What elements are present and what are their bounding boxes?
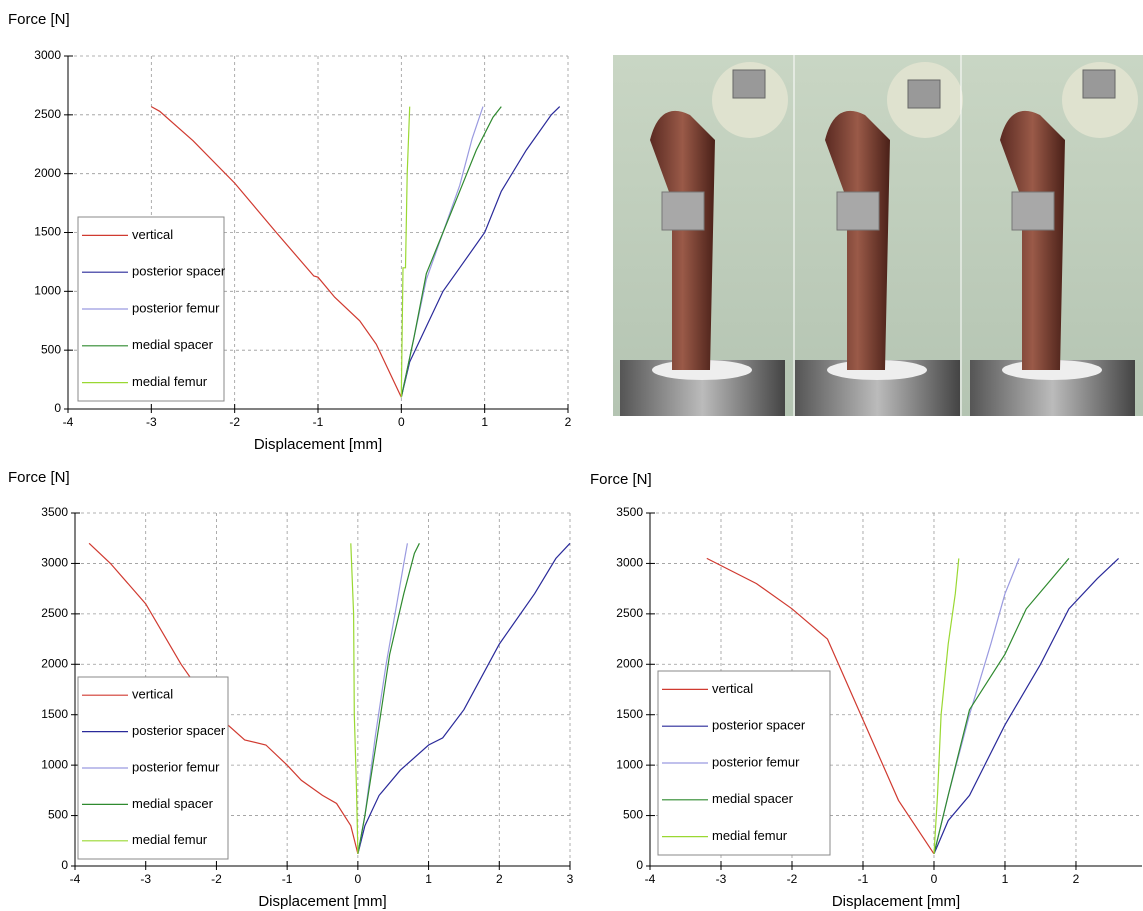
x-axis-label: Displacement [mm] (254, 436, 382, 453)
legend-label: vertical (132, 227, 173, 242)
x-tick-label: 1 (1002, 872, 1009, 886)
y-tick-label: 2500 (41, 606, 68, 620)
y-tick-label: 2000 (616, 656, 643, 670)
legend-label: medial femur (132, 374, 208, 389)
y-tick-label: 3500 (616, 505, 643, 519)
x-tick-label: -3 (146, 415, 157, 429)
y-tick-label: 0 (54, 401, 61, 415)
x-tick-label: -4 (645, 872, 656, 886)
figure: -4-3-2-1012050010001500200025003000Force… (0, 0, 1143, 911)
legend-label: vertical (132, 687, 173, 702)
x-tick-label: -2 (229, 415, 240, 429)
y-tick-label: 500 (48, 808, 68, 822)
data-line (934, 558, 1019, 854)
x-tick-label: -2 (787, 872, 798, 886)
x-tick-label: -1 (858, 872, 869, 886)
legend-label: posterior spacer (712, 718, 806, 733)
data-line (401, 107, 559, 398)
x-tick-label: 3 (567, 872, 574, 886)
x-tick-label: -1 (282, 872, 293, 886)
y-axis-label: Force [N] (8, 469, 70, 486)
data-line (401, 107, 409, 398)
x-tick-label: 2 (1073, 872, 1080, 886)
y-tick-label: 3000 (616, 556, 643, 570)
y-tick-label: 3000 (41, 556, 68, 570)
legend-label: posterior femur (132, 300, 220, 315)
y-tick-label: 2500 (34, 107, 61, 121)
y-tick-label: 1000 (616, 757, 643, 771)
legend-label: medial femur (712, 828, 788, 843)
x-tick-label: -1 (313, 415, 324, 429)
y-tick-label: 500 (41, 342, 61, 356)
x-tick-label: 2 (565, 415, 572, 429)
x-tick-label: -2 (211, 872, 222, 886)
y-tick-label: 500 (623, 808, 643, 822)
legend: vertical posterior spacer posterior femur m… (658, 671, 830, 855)
x-tick-label: 2 (496, 872, 503, 886)
x-axis-label: Displacement [mm] (832, 893, 960, 910)
x-tick-label: -3 (716, 872, 727, 886)
y-tick-label: 2000 (41, 656, 68, 670)
legend-label: posterior spacer (132, 723, 226, 738)
y-tick-label: 2000 (34, 166, 61, 180)
legend: vertical posterior spacer posterior femur m… (78, 217, 226, 401)
legend-label: posterior spacer (132, 264, 226, 279)
legend-label: medial femur (132, 832, 208, 847)
y-tick-label: 0 (61, 858, 68, 872)
x-tick-label: -4 (70, 872, 81, 886)
y-axis-label: Force [N] (8, 11, 70, 28)
y-tick-label: 3000 (34, 48, 61, 62)
x-tick-label: 0 (398, 415, 405, 429)
legend-label: posterior femur (132, 759, 220, 774)
y-tick-label: 1500 (41, 707, 68, 721)
y-tick-label: 0 (636, 858, 643, 872)
legend-label: posterior femur (712, 754, 800, 769)
x-tick-label: 1 (425, 872, 432, 886)
data-line (934, 558, 1119, 854)
y-tick-label: 2500 (616, 606, 643, 620)
data-line (401, 107, 501, 398)
x-tick-label: 0 (355, 872, 362, 886)
y-tick-label: 3500 (41, 505, 68, 519)
y-tick-label: 1000 (34, 284, 61, 298)
legend-label: medial spacer (132, 796, 214, 811)
plot: -4 -3 -2 -1 0 1 2 0 500 1000 1500 2000 2500 3000 3500 F… (590, 471, 1142, 910)
legend-label: vertical (712, 681, 753, 696)
y-tick-label: 1500 (616, 707, 643, 721)
x-tick-label: 0 (931, 872, 938, 886)
data-line (351, 543, 358, 854)
legend-label: medial spacer (712, 791, 794, 806)
data-line (358, 543, 420, 854)
y-tick-label: 1500 (34, 225, 61, 239)
data-line (934, 558, 959, 854)
plot: -4 -3 -2 -1 0 1 2 3 0 500 1000 1500 2000 2500 3000 3500… (8, 469, 574, 910)
x-axis-label: Displacement [mm] (258, 893, 386, 910)
x-tick-label: -3 (140, 872, 151, 886)
legend: vertical posterior spacer posterior femur m… (78, 677, 228, 859)
legend-label: medial spacer (132, 337, 214, 352)
y-tick-label: 1000 (41, 757, 68, 771)
x-tick-label: 1 (481, 415, 488, 429)
photo (613, 55, 1143, 416)
data-line (358, 543, 570, 854)
plot: -4 -3 -2 -1 0 1 2 0 500 1000 1500 2000 2500 3000 Force… (8, 11, 572, 453)
y-axis-label: Force [N] (590, 471, 652, 488)
x-tick-label: -4 (63, 415, 74, 429)
